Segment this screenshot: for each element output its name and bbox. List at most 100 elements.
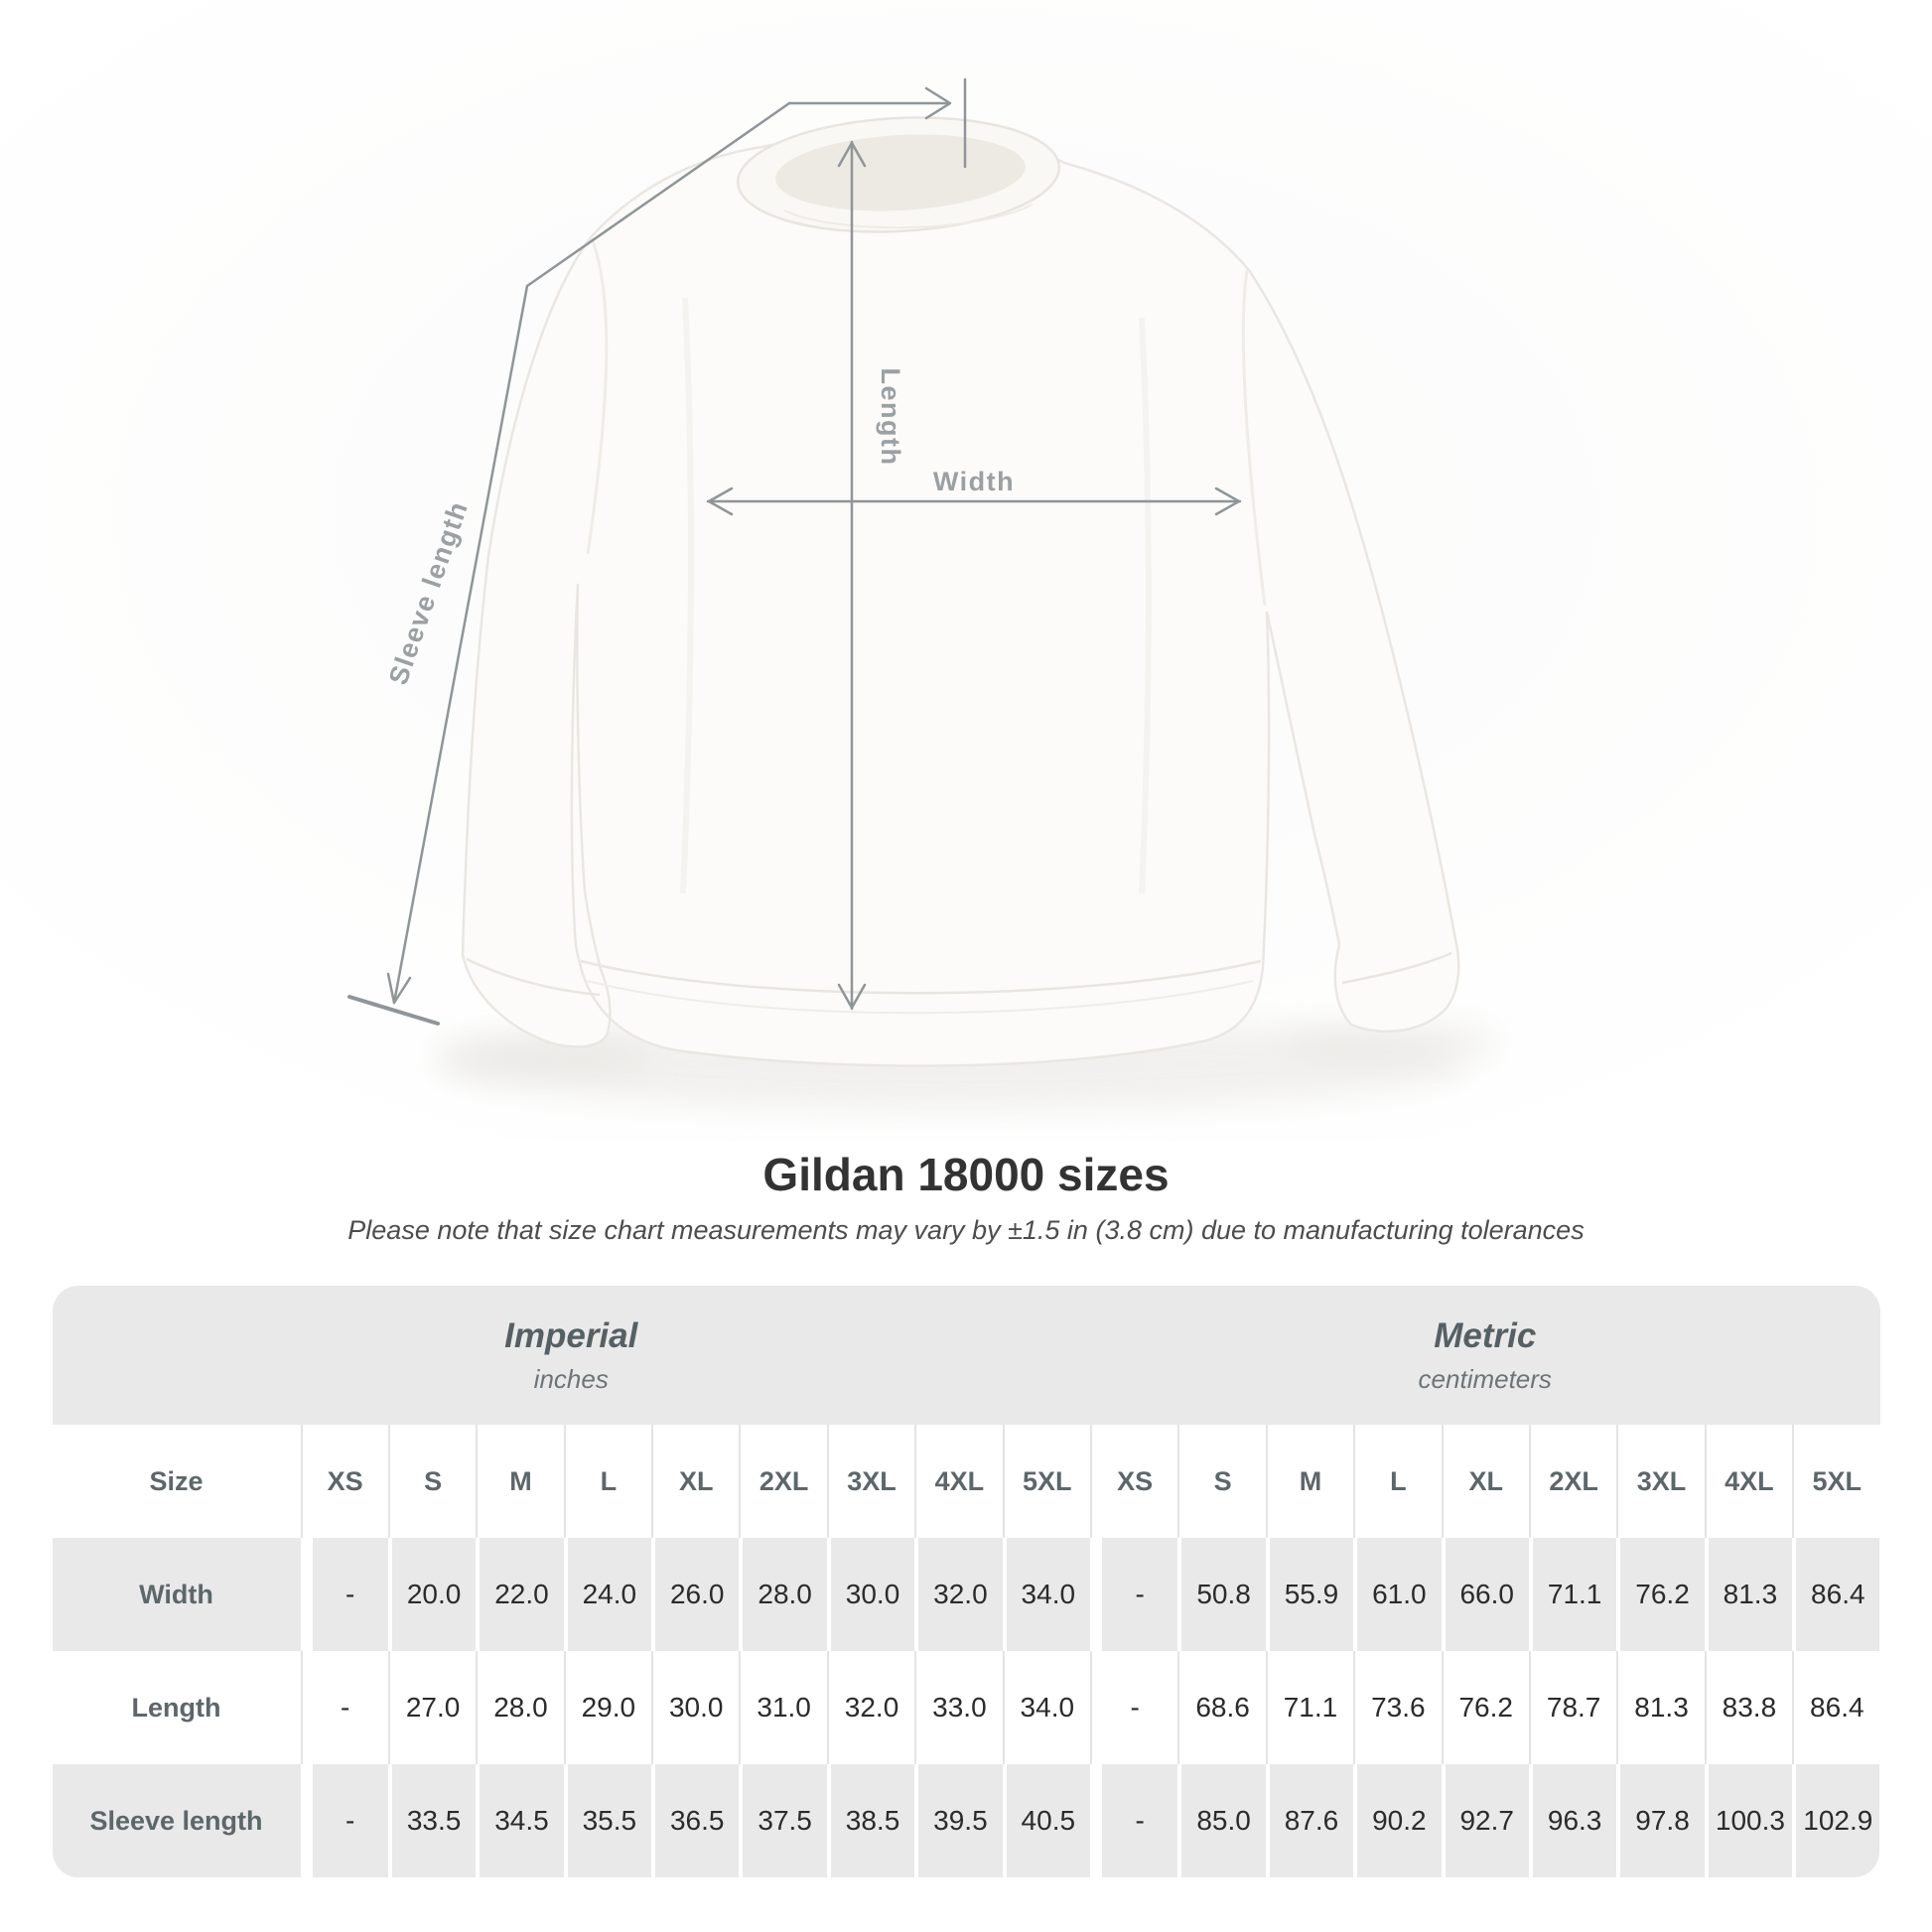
- metric-group-label: Metric: [1434, 1315, 1537, 1355]
- table-cell: 78.7: [1528, 1651, 1617, 1764]
- table-cell: 97.8: [1616, 1764, 1705, 1877]
- table-cell: 28.0: [739, 1538, 827, 1651]
- table-cell: 96.3: [1528, 1764, 1617, 1877]
- table-cell: 81.3: [1616, 1651, 1705, 1764]
- table-cell: 55.9: [1265, 1538, 1354, 1651]
- sweatshirt-body: [461, 132, 1460, 1067]
- table-row: Width -20.0 22.0 24.0 26.0 28.0 30.0 32.0 34.0-5…: [52, 1538, 1880, 1651]
- size-column-header: XS: [1089, 1425, 1178, 1538]
- fold-line-left: [680, 297, 694, 895]
- size-column-header: 2XL: [1528, 1425, 1617, 1538]
- table-cell: -: [300, 1651, 388, 1764]
- size-column-header: M: [476, 1425, 564, 1538]
- table-cell: 76.2: [1616, 1538, 1705, 1651]
- sweatshirt-figure-svg: Length Width Sleeve length: [0, 0, 1932, 1142]
- sweatshirt-measurement-figure: Length Width Sleeve length: [0, 0, 1932, 1142]
- table-cell: 50.8: [1177, 1538, 1266, 1651]
- size-column-header: S: [1177, 1425, 1266, 1538]
- table-row: Length -27.0 28.0 29.0 30.0 31.0 32.0 33.0 34.0-…: [52, 1651, 1880, 1764]
- table-cell: 86.4: [1792, 1651, 1880, 1764]
- size-table: Imperial inches Metric centimeters Size X…: [52, 1286, 1880, 1877]
- unit-group-band: Imperial inches Metric centimeters: [52, 1286, 1880, 1425]
- table-cell: 29.0: [563, 1651, 652, 1764]
- table-cell: -: [1089, 1651, 1178, 1764]
- imperial-group-label: Imperial: [504, 1315, 638, 1355]
- table-cell: 87.6: [1265, 1764, 1354, 1877]
- table-cell: -: [1089, 1764, 1178, 1877]
- table-header-row: Size XS S M L XL 2XL 3XL 4XL 5XL XS S M L XL 2XL 3XL 4XL 5…: [52, 1425, 1880, 1538]
- table-cell: 33.5: [387, 1764, 477, 1877]
- table-cell: 71.1: [1265, 1651, 1354, 1764]
- waistband-seam-2: [587, 980, 1254, 1015]
- table-row: Sleeve length -33.5 34.5 35.5 36.5 37.5 38.5 39…: [52, 1764, 1880, 1877]
- table-cell: 90.2: [1353, 1764, 1442, 1877]
- metric-group-header: Metric centimeters: [1090, 1316, 1880, 1395]
- table-cell: 34.5: [476, 1764, 564, 1877]
- metric-group-unit: centimeters: [1418, 1363, 1552, 1394]
- size-column-header: 3XL: [1616, 1425, 1705, 1538]
- table-cell: 32.0: [914, 1538, 1003, 1651]
- table-cell: 35.5: [563, 1764, 652, 1877]
- collar-seam: [783, 204, 1034, 229]
- fold-line-right: [1139, 317, 1152, 895]
- table-cell: 34.0: [1002, 1538, 1090, 1651]
- table-cell: 36.5: [651, 1764, 740, 1877]
- size-column-header: 3XL: [826, 1425, 915, 1538]
- length-dimension-label: Length: [876, 368, 905, 467]
- waistband-seam: [580, 959, 1262, 995]
- imperial-group-unit: inches: [533, 1363, 609, 1394]
- row-label-cell: Width: [52, 1538, 301, 1651]
- table-cell: -: [1089, 1538, 1178, 1651]
- left-cuff-seam: [466, 957, 601, 997]
- right-cuff-seam: [1341, 951, 1452, 985]
- table-cell: 92.7: [1441, 1764, 1529, 1877]
- row-label-cell: Sleeve length: [52, 1764, 301, 1877]
- table-cell: 37.5: [739, 1764, 827, 1877]
- table-cell: 66.0: [1441, 1538, 1529, 1651]
- size-header-cell: Size: [52, 1425, 301, 1538]
- table-cell: 86.4: [1792, 1538, 1880, 1651]
- size-column-header: 4XL: [1704, 1425, 1793, 1538]
- width-dimension-label: Width: [933, 467, 1015, 496]
- size-column-header: 2XL: [739, 1425, 827, 1538]
- table-cell: 39.5: [914, 1764, 1003, 1877]
- table-cell: 28.0: [476, 1651, 564, 1764]
- size-column-header: S: [387, 1425, 477, 1538]
- table-cell: 81.3: [1704, 1538, 1793, 1651]
- collar-opening: [775, 134, 1026, 211]
- table-cell: 32.0: [826, 1651, 915, 1764]
- table-cell: 26.0: [651, 1538, 740, 1651]
- table-cell: -: [300, 1764, 388, 1877]
- size-grid: Size XS S M L XL 2XL 3XL 4XL 5XL XS S M L XL 2XL 3XL 4XL 5…: [52, 1425, 1880, 1877]
- table-cell: 34.0: [1002, 1651, 1090, 1764]
- size-column-header: XS: [300, 1425, 388, 1538]
- table-cell: -: [300, 1538, 388, 1651]
- left-shoulder-seam: [586, 237, 609, 555]
- imperial-group-header: Imperial inches: [53, 1316, 1091, 1395]
- table-cell: 85.0: [1177, 1764, 1266, 1877]
- table-cell: 33.0: [914, 1651, 1003, 1764]
- table-cell: 71.1: [1528, 1538, 1617, 1651]
- page-title: Gildan 18000 sizes: [762, 1149, 1170, 1200]
- table-cell: 30.0: [651, 1651, 740, 1764]
- table-cell: 61.0: [1353, 1538, 1442, 1651]
- length-dimension-line: [837, 140, 867, 1011]
- table-cell: 30.0: [826, 1538, 915, 1651]
- size-column-header: 5XL: [1792, 1425, 1880, 1538]
- width-dimension-line: [706, 486, 1242, 516]
- table-cell: 102.9: [1792, 1764, 1880, 1877]
- size-column-header: XL: [651, 1425, 740, 1538]
- size-column-header: 4XL: [914, 1425, 1003, 1538]
- table-cell: 38.5: [826, 1764, 915, 1877]
- table-cell: 20.0: [387, 1538, 477, 1651]
- table-cell: 100.3: [1704, 1764, 1793, 1877]
- table-cell: 27.0: [387, 1651, 477, 1764]
- table-cell: 22.0: [476, 1538, 564, 1651]
- sweatshirt-illustration: [461, 116, 1460, 1067]
- right-shoulder-seam: [1241, 269, 1267, 607]
- size-column-header: M: [1265, 1425, 1354, 1538]
- sleeve-length-dimension-line: [347, 77, 967, 1026]
- row-label-cell: Length: [52, 1651, 301, 1764]
- table-cell: 76.2: [1441, 1651, 1529, 1764]
- size-column-header: 5XL: [1002, 1425, 1090, 1538]
